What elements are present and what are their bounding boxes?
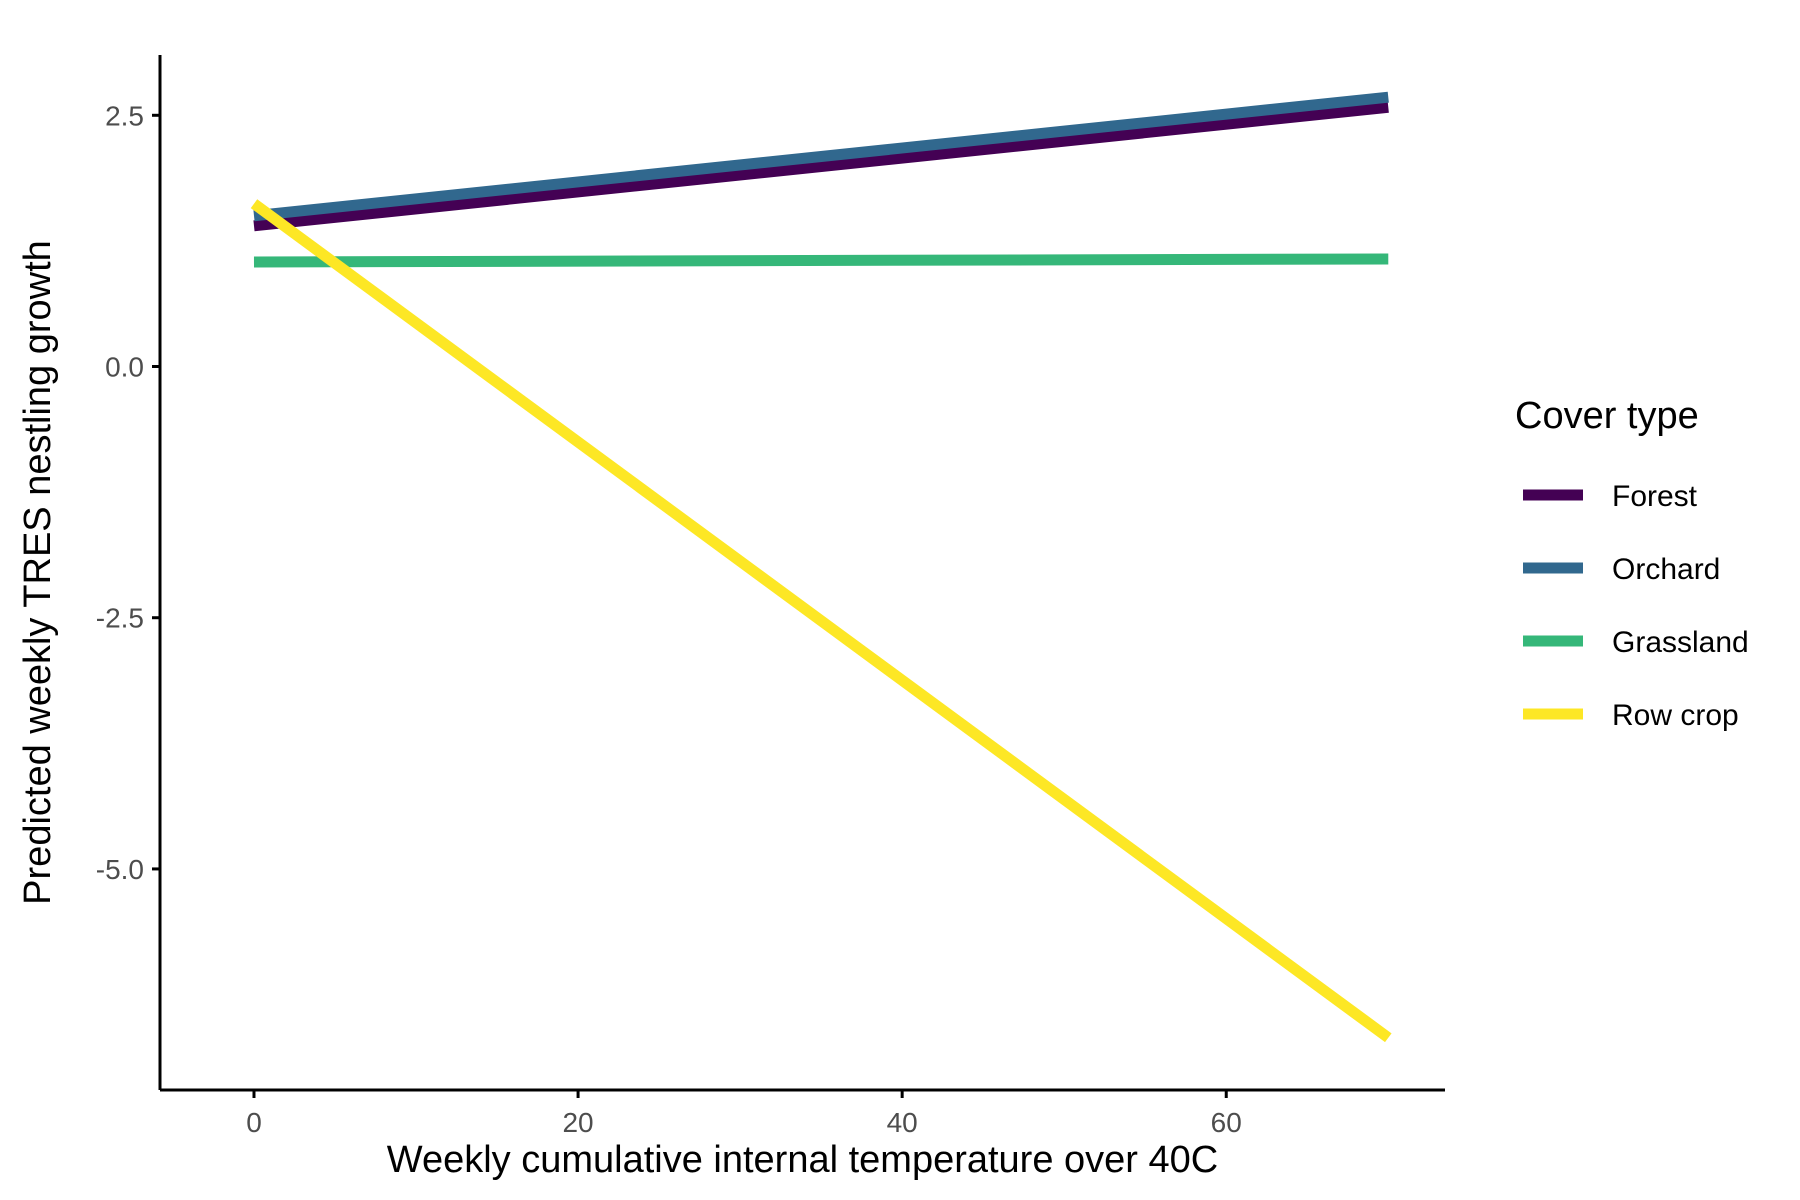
legend-label: Forest bbox=[1612, 480, 1698, 513]
y-ticks: 2.5 0.0 -2.5 -5.0 bbox=[96, 100, 160, 885]
legend-label: Orchard bbox=[1612, 553, 1720, 586]
legend-label: Grassland bbox=[1612, 626, 1749, 659]
y-tick-label: 2.5 bbox=[105, 100, 144, 131]
y-tick-label: -2.5 bbox=[96, 603, 144, 634]
y-tick-label: -5.0 bbox=[96, 854, 144, 885]
x-tick-label: 20 bbox=[562, 1107, 593, 1138]
series-line-forest bbox=[253, 101, 1389, 232]
x-ticks: 0 20 40 60 bbox=[246, 1090, 1242, 1138]
legend: Cover type Forest Orchard Grassland Row cro… bbox=[1515, 395, 1749, 732]
series-line-row-crop bbox=[250, 199, 1392, 1043]
y-tick-label: 0.0 bbox=[105, 352, 144, 383]
series-line-orchard bbox=[253, 91, 1389, 222]
y-axis-title: Predicted weekly TRES nestling growth bbox=[17, 240, 59, 905]
x-axis-title: Weekly cumulative internal temperature o… bbox=[387, 1139, 1218, 1181]
series-line-grassland bbox=[253, 253, 1389, 268]
x-tick-label: 40 bbox=[887, 1107, 918, 1138]
legend-title: Cover type bbox=[1515, 395, 1699, 437]
x-tick-label: 0 bbox=[246, 1107, 262, 1138]
legend-label: Row crop bbox=[1612, 699, 1739, 732]
x-tick-label: 60 bbox=[1211, 1107, 1242, 1138]
plot-lines bbox=[250, 91, 1392, 1043]
legend-items: Forest Orchard Grassland Row crop bbox=[1523, 480, 1749, 732]
